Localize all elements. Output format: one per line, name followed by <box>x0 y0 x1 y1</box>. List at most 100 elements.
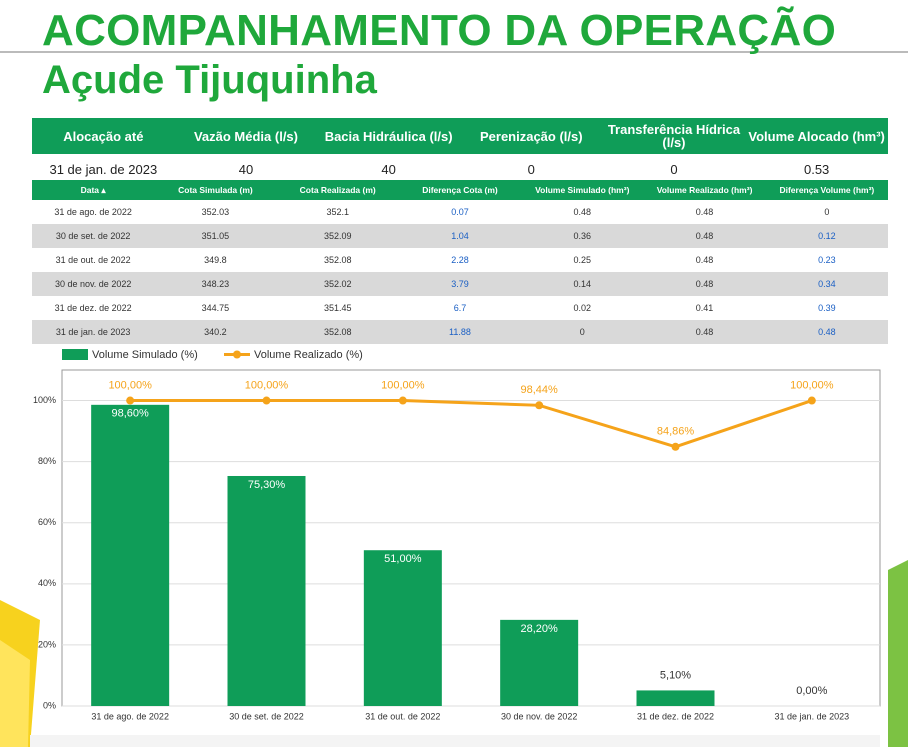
bar <box>500 619 579 706</box>
cell: 3.79 <box>398 272 522 296</box>
cell: 40 <box>381 161 396 177</box>
cell: 0.53 <box>803 161 830 177</box>
cell: 0 <box>521 320 644 344</box>
detail-table: Data ▴ Cota Simulada (m) Cota Realizada (m… <box>32 180 888 344</box>
bar <box>636 690 715 706</box>
cell: 0.02 <box>573 303 592 313</box>
cell: 352.08 <box>276 320 399 344</box>
cell: 0.34 <box>765 272 888 296</box>
column-header: Data ▴ <box>32 180 155 200</box>
row: 31 de ago. de 2022 352.03 352.1 0.07 0.48 0.4… <box>32 200 888 224</box>
cell: 352.03 <box>201 207 230 217</box>
column-header: Perenização (l/s) <box>459 118 603 154</box>
y-tick-label: 100% <box>33 395 56 405</box>
column-header: Diferença Volume (hm³) <box>765 180 888 200</box>
cell: 0 <box>824 207 830 217</box>
y-tick-label: 20% <box>38 639 56 649</box>
cell: 351.45 <box>323 303 352 313</box>
cell: 351.05 <box>154 224 277 248</box>
cell: 31 de dez. de 2022 <box>54 303 132 313</box>
row: 30 de nov. de 2022 348.23 352.02 3.79 0.14 0.… <box>32 272 888 296</box>
x-tick-label: 31 de ago. de 2022 <box>91 711 169 721</box>
line <box>130 399 813 449</box>
column-header: Cota Simulada (m) <box>154 180 277 200</box>
line-point <box>262 396 271 405</box>
cell: 11.88 <box>398 320 522 344</box>
bar <box>227 475 306 706</box>
cell: 0.12 <box>765 224 888 248</box>
cell: 348.23 <box>154 272 277 296</box>
cell: 30 de set. de 2022 <box>32 224 155 248</box>
x-tick-label: 30 de nov. de 2022 <box>501 711 577 721</box>
cell: 2.28 <box>451 255 469 265</box>
line-point <box>126 396 135 405</box>
x-tick-label: 30 de set. de 2022 <box>229 711 304 721</box>
bar <box>91 404 170 706</box>
data-label: 98,60% <box>112 408 150 420</box>
data-label: 98,44% <box>521 384 559 396</box>
data-label: 100,00% <box>790 379 834 391</box>
cell: 40 <box>238 161 254 177</box>
shape <box>30 735 880 747</box>
cell: 0.48 <box>643 320 766 344</box>
column-header: Alocação até <box>32 118 175 154</box>
y-tick-label: 0% <box>43 700 56 710</box>
subtitle: Açude Tijuquinha <box>42 58 377 102</box>
data-label: 84,86% <box>657 426 695 438</box>
line-point <box>398 396 407 405</box>
column-header: Vazão Média (l/s) <box>174 118 318 154</box>
row: 31 de dez. de 2022 344.75 351.45 6.7 0.02 0.4… <box>32 296 888 320</box>
cell: 352.09 <box>276 224 399 248</box>
data-label: 0,00% <box>796 685 827 697</box>
shape <box>0 640 30 747</box>
legend-swatch <box>233 350 241 359</box>
cell: 0.36 <box>521 224 644 248</box>
row: 30 de set. de 2022 351.05 352.09 1.04 0.36 0.… <box>32 224 888 248</box>
cell: 344.75 <box>201 303 230 313</box>
cell: 0.23 <box>818 255 836 265</box>
cell: 0.48 <box>643 272 766 296</box>
sort-icon[interactable]: ▴ <box>99 184 106 195</box>
cell: 0.07 <box>451 207 469 217</box>
data-label: 100,00% <box>108 379 152 391</box>
cell: 6.7 <box>453 303 467 313</box>
row: 31 de jan. de 2023 340.2 352.08 11.88 0 0.48 0… <box>32 320 888 344</box>
bar <box>363 550 442 706</box>
data-label: 5,10% <box>660 669 691 681</box>
cell: 0.41 <box>695 303 714 313</box>
column-header: Transferência Hídrica (l/s) <box>602 118 746 154</box>
x-tick-label: 31 de out. de 2022 <box>365 711 440 721</box>
cell: 31 de ago. de 2022 <box>54 207 132 217</box>
cell: 352.02 <box>276 272 399 296</box>
data-label: 100,00% <box>245 379 289 391</box>
legend-label: Volume Realizado (%) <box>254 349 363 361</box>
cell: 352.08 <box>323 255 352 265</box>
y-tick-label: 60% <box>38 517 56 527</box>
data-label: 100,00% <box>381 379 425 391</box>
data-label: 51,00% <box>384 553 422 565</box>
title: ACOMPANHAMENTO DA OPERAÇÃO <box>42 6 837 55</box>
shape <box>888 560 908 747</box>
cell: 0.48 <box>643 224 766 248</box>
cell: 349.8 <box>204 255 227 265</box>
data-label: 75,30% <box>248 479 286 491</box>
cell: 0.48 <box>695 207 714 217</box>
cell: 0 <box>670 161 678 177</box>
column-header: Volume Simulado (hm³) <box>521 180 644 200</box>
cell: 340.2 <box>154 320 277 344</box>
column-header: Bacia Hidráulica (l/s) <box>317 118 460 154</box>
x-tick-label: 31 de dez. de 2022 <box>637 711 714 721</box>
column-header: Volume Alocado (hm³) <box>745 118 888 154</box>
column-header: Cota Realizada (m) <box>276 180 399 200</box>
data-label: 28,20% <box>521 623 559 635</box>
cell: 31 de jan. de 2023 <box>49 161 158 177</box>
cell: 0.39 <box>818 303 836 313</box>
y-tick-label: 40% <box>38 578 56 588</box>
row: 31 de out. de 2022 349.8 352.08 2.28 0.25 0.4… <box>32 248 888 272</box>
line-point <box>535 401 544 410</box>
cell: 0.25 <box>573 255 592 265</box>
y-tick-label: 80% <box>38 456 56 466</box>
cell: 31 de out. de 2022 <box>55 255 131 265</box>
